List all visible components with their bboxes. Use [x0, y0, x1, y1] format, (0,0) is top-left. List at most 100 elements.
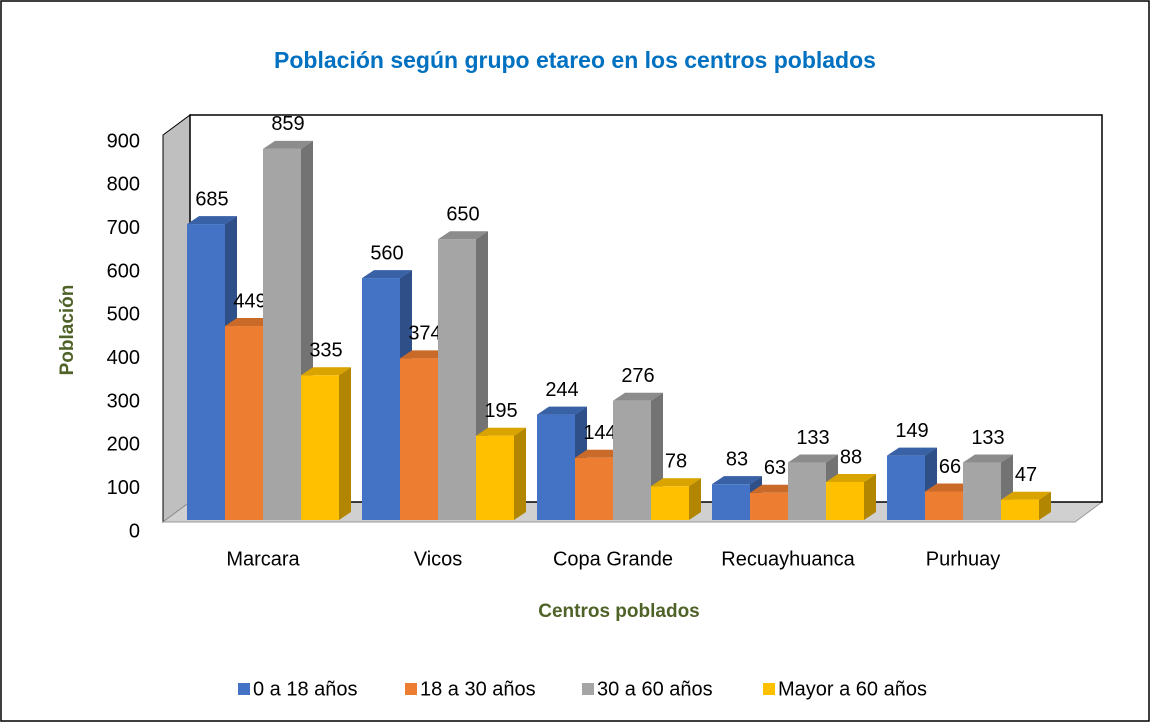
y-tick-label: 200	[107, 434, 140, 456]
bar-top-shade	[826, 473, 876, 482]
bar-front	[887, 455, 925, 520]
y-tick-label: 400	[107, 347, 140, 369]
bar-top-shade	[887, 447, 937, 456]
x-tick-label: Vicos	[414, 548, 463, 570]
bar-top	[651, 478, 701, 487]
bar-top-shade	[438, 231, 488, 240]
bar-front	[263, 148, 301, 521]
data-label: 78	[665, 451, 687, 473]
bar-front	[362, 278, 400, 520]
bar-side-shade	[864, 473, 876, 520]
bar-front	[826, 481, 864, 520]
data-label: 66	[939, 456, 961, 478]
bar-top	[187, 216, 237, 225]
bar-top	[362, 270, 412, 279]
bar-front	[712, 484, 750, 520]
bar-top	[1001, 491, 1051, 500]
data-label: 335	[309, 340, 342, 362]
data-label: 133	[796, 427, 829, 449]
side-wall	[162, 114, 191, 523]
bar-front	[651, 486, 689, 520]
bar-top-shade	[963, 454, 1013, 463]
bar-top	[537, 406, 587, 415]
bar-side	[1039, 491, 1051, 520]
bar-top-shade	[537, 406, 587, 415]
bar-top	[575, 449, 625, 458]
bar-side-shade	[1039, 491, 1051, 520]
x-tick-label: Purhuay	[926, 548, 1001, 570]
data-label: 374	[408, 323, 441, 345]
bar-top	[750, 484, 800, 493]
y-tick-label: 100	[107, 477, 140, 499]
bar	[1001, 491, 1051, 520]
bar-side-shade	[514, 427, 526, 520]
data-label: 88	[840, 446, 862, 468]
y-axis-label: Población	[57, 285, 78, 376]
data-label: 276	[621, 365, 654, 387]
data-label: 560	[370, 242, 403, 264]
bar	[887, 447, 937, 520]
bar-side	[689, 478, 701, 520]
x-tick-label: Recuayhuanca	[721, 548, 855, 570]
bar-top-shade	[362, 270, 412, 279]
bar-top	[826, 473, 876, 482]
bar-top-shade	[225, 318, 275, 327]
data-label: 63	[764, 457, 786, 479]
legend-swatch	[405, 683, 417, 695]
data-label: 195	[484, 400, 517, 422]
bar-front	[575, 457, 613, 520]
y-tick-label: 600	[107, 260, 140, 282]
data-label: 449	[233, 290, 266, 312]
data-label: 244	[545, 379, 578, 401]
bar-top	[963, 454, 1013, 463]
data-label: 685	[195, 188, 228, 210]
bar-front	[788, 462, 826, 520]
data-label: 650	[446, 203, 479, 225]
bar	[476, 427, 526, 520]
data-label: 144	[583, 422, 616, 444]
bar-top-shade	[476, 427, 526, 436]
bar-top-shade	[613, 392, 663, 401]
bar-top	[712, 476, 762, 485]
bar-top-shade	[925, 483, 975, 492]
bar-front	[476, 435, 514, 520]
y-tick-label: 0	[129, 520, 140, 542]
legend-label: 0 a 18 años	[253, 678, 358, 700]
bar-top	[613, 392, 663, 401]
bar-front	[400, 358, 438, 520]
bar-top-shade	[575, 449, 625, 458]
bar-side-shade	[689, 478, 701, 520]
legend-label: 30 a 60 años	[597, 678, 713, 700]
bar-front	[225, 326, 263, 520]
bar-front	[925, 491, 963, 520]
data-label: 83	[726, 448, 748, 470]
bar-front	[301, 375, 339, 520]
bar-top	[263, 140, 313, 149]
bar-top	[225, 318, 275, 327]
data-label: 149	[895, 420, 928, 442]
bar-top	[476, 427, 526, 436]
bar-side	[514, 427, 526, 520]
bar-top	[400, 350, 450, 359]
bar-top	[438, 231, 488, 240]
legend-swatch	[582, 683, 594, 695]
data-label: 133	[971, 427, 1004, 449]
bar-top-shade	[301, 367, 351, 376]
x-tick-label: Copa Grande	[553, 548, 673, 570]
bar-top-shade	[187, 216, 237, 225]
bar-front	[1001, 499, 1039, 520]
bar-top-shade	[1001, 491, 1051, 500]
legend-label: Mayor a 60 años	[778, 678, 927, 700]
bar-top-shade	[400, 350, 450, 359]
bar-top	[887, 447, 937, 456]
y-tick-label: 300	[107, 390, 140, 412]
bar-side	[864, 473, 876, 520]
bar-front	[537, 414, 575, 520]
chart-title: Población según grupo etareo en los cent…	[274, 47, 876, 73]
bar-top-shade	[651, 478, 701, 487]
legend-swatch	[763, 683, 775, 695]
bar-top-shade	[788, 454, 838, 463]
y-tick-label: 500	[107, 304, 140, 326]
y-tick-label: 900	[107, 130, 140, 152]
